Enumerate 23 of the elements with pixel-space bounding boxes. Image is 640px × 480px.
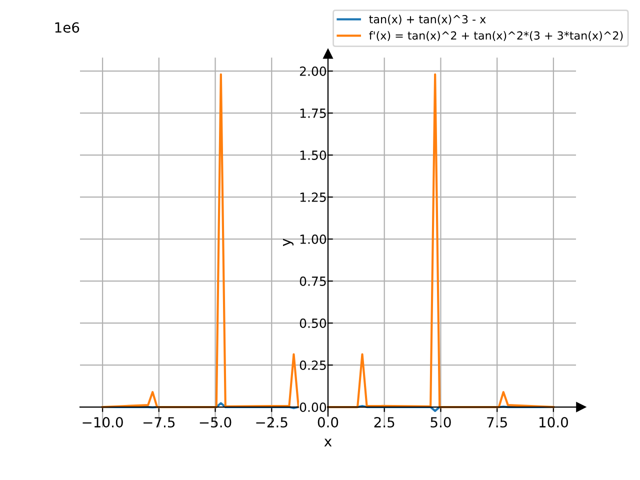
y-tick-label: 2.00: [300, 66, 326, 76]
x-tick-label: −5.0: [200, 417, 232, 428]
x-tick-label: −2.5: [256, 417, 288, 428]
x-tick-label: 2.5: [374, 417, 394, 428]
y-tick-label: 0.00: [300, 402, 326, 412]
y-tick-label: 0.25: [300, 360, 326, 370]
y-tick-label: 0.50: [300, 318, 326, 328]
legend-label: tan(x) + tan(x)^3 - x: [369, 14, 486, 25]
x-tick-label: 5.0: [430, 417, 451, 428]
y-axis-title: y: [283, 238, 294, 246]
x-tick-label: 0.0: [318, 417, 338, 428]
x-tick-label: −10.0: [82, 417, 123, 428]
y-tick-label: 1.50: [300, 150, 326, 160]
y-tick-label: 1.25: [300, 192, 326, 202]
x-tick-label: 7.5: [487, 417, 507, 428]
y-tick-label: 1.00: [300, 234, 326, 244]
text: 1e6: [55, 22, 80, 33]
y-tick-label: 0.75: [300, 276, 326, 286]
x-tick-label: 10.0: [540, 417, 568, 428]
x-axis-title: x: [324, 438, 332, 446]
x-tick-label: −7.5: [144, 417, 175, 428]
y-tick-label: 1.75: [300, 108, 326, 118]
legend-label: f'(x) = tan(x)^2 + tan(x)^2*(3 + 3*tan(x)^2): [369, 31, 623, 42]
